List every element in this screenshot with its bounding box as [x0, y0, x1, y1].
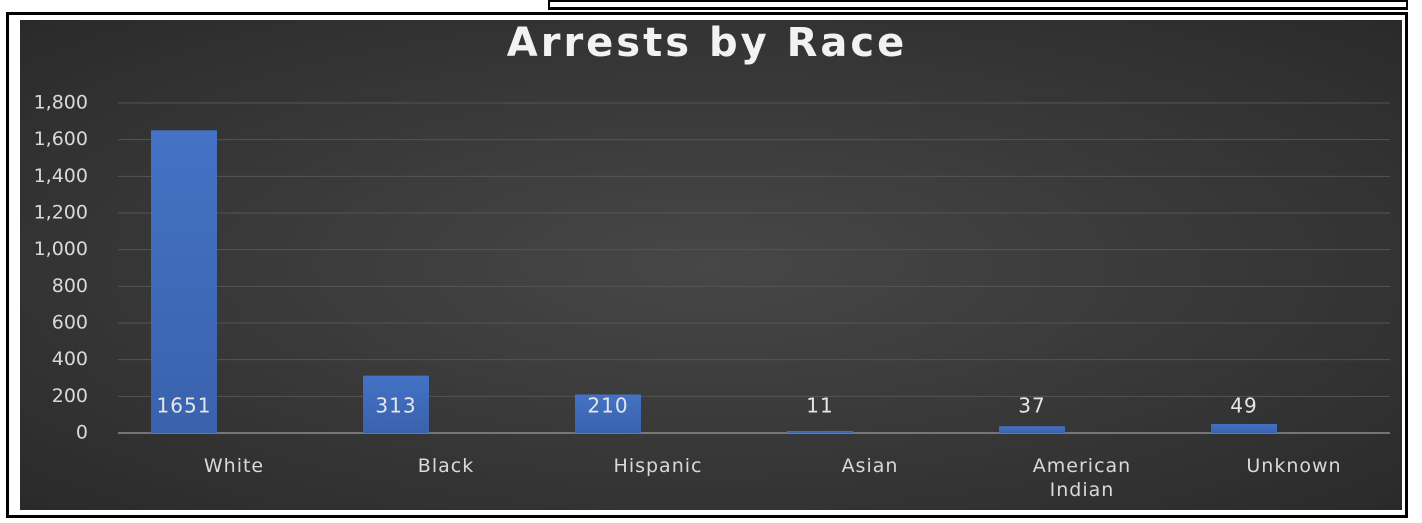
bar	[151, 130, 217, 434]
y-tick-label: 1,000	[34, 238, 88, 260]
x-tick-label: Hispanic	[613, 455, 703, 477]
data-label: 37	[1018, 394, 1045, 418]
y-tick-label: 800	[52, 275, 88, 297]
data-label: 1651	[157, 394, 212, 418]
y-tick-label: 200	[52, 385, 88, 407]
bar	[999, 426, 1065, 433]
chart-title: Arrests by Race	[507, 20, 907, 66]
data-label: 11	[806, 394, 833, 418]
x-tick-label: American Indian	[1032, 455, 1132, 501]
y-tick-label: 400	[52, 348, 88, 370]
data-label: 210	[587, 394, 628, 418]
bar	[363, 375, 429, 433]
bar	[575, 394, 641, 433]
x-tick-label: Unknown	[1246, 455, 1342, 477]
data-label: 313	[375, 394, 416, 418]
y-tick-label: 600	[52, 312, 88, 334]
y-tick-label: 1,200	[34, 202, 88, 224]
y-tick-label: 0	[76, 422, 88, 444]
bar	[787, 430, 853, 433]
y-tick-label: 1,600	[34, 128, 88, 150]
chart: Arrests by Race 0 200 400 600 800 1,000 1,200 1…	[34, 20, 1390, 444]
x-tick-label: White	[203, 455, 265, 477]
bar	[1211, 424, 1277, 433]
chart-area: Arrests by Race 0 200 400 600 800 1,000 1,200 1…	[20, 20, 1402, 510]
frame	[6, 12, 1408, 518]
border	[548, 0, 1408, 10]
y-tick-label: 1,400	[34, 165, 88, 187]
y-tick-label: 1,800	[34, 92, 88, 114]
x-tick-label: Asian	[841, 455, 899, 477]
x-tick-label: Black	[417, 455, 475, 477]
data-label: 49	[1230, 394, 1257, 418]
